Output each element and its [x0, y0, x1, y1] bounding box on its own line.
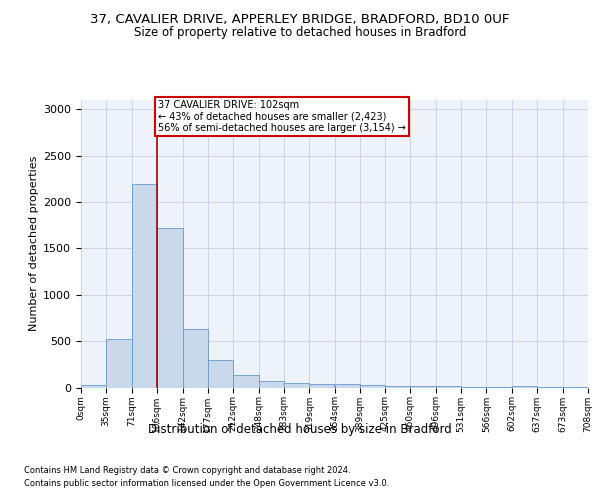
Text: 37, CAVALIER DRIVE, APPERLEY BRIDGE, BRADFORD, BD10 0UF: 37, CAVALIER DRIVE, APPERLEY BRIDGE, BRA… [91, 12, 509, 26]
Bar [436, 386, 461, 388]
Bar [335, 384, 359, 388]
Bar [487, 386, 512, 388]
Bar [537, 387, 563, 388]
Bar [157, 228, 182, 388]
Bar [132, 184, 157, 388]
Bar [106, 340, 132, 388]
Text: Contains public sector information licensed under the Open Government Licence v3: Contains public sector information licen… [24, 479, 389, 488]
Bar [385, 386, 410, 388]
Text: Contains HM Land Registry data © Crown copyright and database right 2024.: Contains HM Land Registry data © Crown c… [24, 466, 350, 475]
Bar [310, 384, 335, 388]
Bar [512, 386, 537, 388]
Text: Distribution of detached houses by size in Bradford: Distribution of detached houses by size … [148, 422, 452, 436]
Bar [81, 384, 106, 388]
Text: Size of property relative to detached houses in Bradford: Size of property relative to detached ho… [134, 26, 466, 39]
Bar [182, 328, 208, 388]
Bar [259, 380, 284, 388]
Bar [410, 386, 436, 388]
Text: 37 CAVALIER DRIVE: 102sqm
← 43% of detached houses are smaller (2,423)
56% of se: 37 CAVALIER DRIVE: 102sqm ← 43% of detac… [158, 100, 406, 133]
Bar [208, 360, 233, 388]
Bar [461, 386, 487, 388]
Y-axis label: Number of detached properties: Number of detached properties [29, 156, 39, 332]
Bar [284, 384, 310, 388]
Bar [233, 376, 259, 388]
Bar [359, 385, 385, 388]
